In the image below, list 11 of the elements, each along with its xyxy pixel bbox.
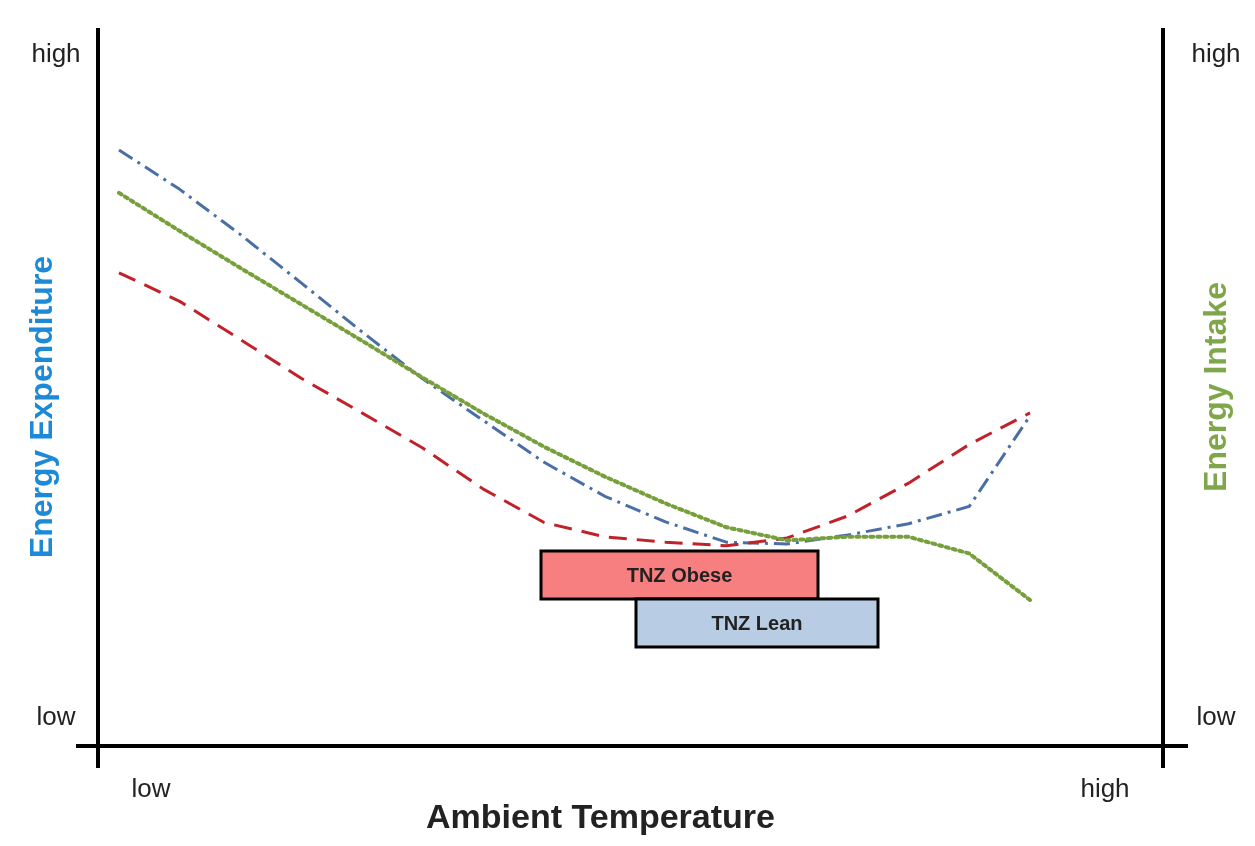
text: low [131, 773, 171, 804]
y-axis-title: Energy Expenditure [23, 255, 59, 559]
x-axis-title: Ambient Temperature [426, 797, 775, 835]
text: low [1196, 701, 1236, 732]
text: high [1080, 773, 1130, 804]
annotation: TNZ Lean [711, 612, 803, 634]
text: high [31, 38, 81, 69]
annotation: TNZ Obese [626, 564, 733, 586]
text: high [1191, 38, 1241, 69]
y2-axis-title: Energy Intake [1197, 282, 1233, 492]
text: low [36, 701, 76, 732]
